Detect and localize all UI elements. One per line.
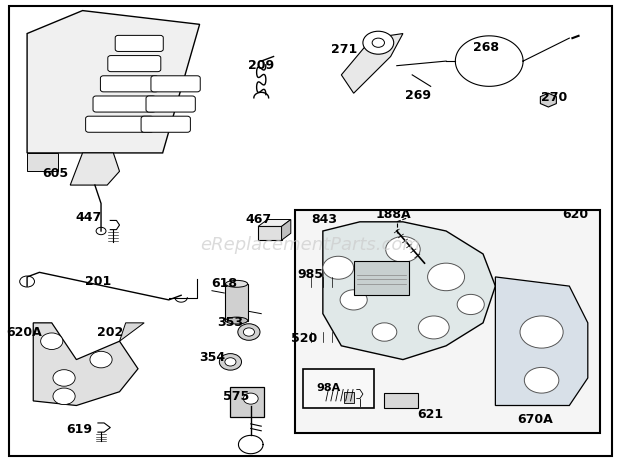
Polygon shape xyxy=(33,323,138,406)
FancyBboxPatch shape xyxy=(108,55,161,72)
Text: 605: 605 xyxy=(42,167,68,180)
Polygon shape xyxy=(281,219,291,240)
Circle shape xyxy=(428,263,464,291)
Polygon shape xyxy=(308,332,335,344)
Text: 188A: 188A xyxy=(376,208,412,221)
Polygon shape xyxy=(541,93,556,107)
Polygon shape xyxy=(70,153,120,185)
Text: 618: 618 xyxy=(211,277,237,290)
Circle shape xyxy=(323,256,353,279)
Circle shape xyxy=(363,31,394,54)
Circle shape xyxy=(53,370,75,386)
Circle shape xyxy=(340,290,367,310)
Circle shape xyxy=(238,324,260,340)
FancyBboxPatch shape xyxy=(151,76,200,92)
Polygon shape xyxy=(317,219,352,226)
Text: 620: 620 xyxy=(562,208,588,221)
Bar xyxy=(353,261,409,295)
Polygon shape xyxy=(317,226,343,239)
FancyBboxPatch shape xyxy=(115,36,163,51)
Circle shape xyxy=(41,333,63,349)
Circle shape xyxy=(20,276,35,287)
Text: 270: 270 xyxy=(541,91,568,104)
Text: 619: 619 xyxy=(66,423,92,436)
Bar xyxy=(303,369,374,408)
Text: 201: 201 xyxy=(85,275,111,288)
Text: 354: 354 xyxy=(199,351,225,364)
Text: 620A: 620A xyxy=(6,326,42,339)
Circle shape xyxy=(244,393,258,404)
FancyBboxPatch shape xyxy=(100,76,158,92)
Text: 269: 269 xyxy=(405,89,432,102)
Circle shape xyxy=(244,328,254,336)
Text: 353: 353 xyxy=(218,316,244,329)
Text: 209: 209 xyxy=(248,59,274,72)
Circle shape xyxy=(372,38,384,47)
FancyBboxPatch shape xyxy=(141,116,190,132)
Text: 670A: 670A xyxy=(518,413,553,426)
Bar xyxy=(295,210,600,433)
Polygon shape xyxy=(391,222,412,229)
Bar xyxy=(345,392,353,403)
Text: 575: 575 xyxy=(223,390,250,403)
Circle shape xyxy=(372,323,397,341)
Polygon shape xyxy=(308,277,335,288)
Polygon shape xyxy=(258,219,291,226)
Polygon shape xyxy=(27,153,58,171)
Circle shape xyxy=(225,358,236,366)
Bar xyxy=(226,284,247,321)
Polygon shape xyxy=(120,323,144,341)
Circle shape xyxy=(520,316,563,348)
Circle shape xyxy=(96,227,106,235)
FancyBboxPatch shape xyxy=(146,96,195,112)
Circle shape xyxy=(386,237,420,262)
Polygon shape xyxy=(495,277,588,406)
Polygon shape xyxy=(258,226,281,240)
FancyBboxPatch shape xyxy=(93,96,156,112)
Text: 271: 271 xyxy=(331,43,358,56)
Circle shape xyxy=(53,388,75,405)
Bar xyxy=(231,387,264,417)
Polygon shape xyxy=(323,222,495,359)
Polygon shape xyxy=(27,11,200,153)
Text: 447: 447 xyxy=(76,211,102,224)
Circle shape xyxy=(90,351,112,368)
Text: 843: 843 xyxy=(312,213,338,226)
Text: 520: 520 xyxy=(291,333,317,346)
Ellipse shape xyxy=(226,280,247,287)
Text: 202: 202 xyxy=(97,326,123,339)
Circle shape xyxy=(219,353,242,370)
Circle shape xyxy=(525,367,559,393)
Polygon shape xyxy=(342,34,403,93)
Text: 985: 985 xyxy=(298,268,324,281)
Text: 621: 621 xyxy=(418,408,444,421)
Polygon shape xyxy=(343,219,352,239)
Text: 467: 467 xyxy=(245,213,271,226)
Bar xyxy=(384,393,418,408)
Text: eReplacementParts.com: eReplacementParts.com xyxy=(201,236,420,254)
Text: 268: 268 xyxy=(473,41,499,54)
Circle shape xyxy=(418,316,449,339)
Circle shape xyxy=(457,294,484,315)
Ellipse shape xyxy=(226,317,247,324)
Text: 98A: 98A xyxy=(317,383,341,393)
FancyBboxPatch shape xyxy=(86,116,153,132)
